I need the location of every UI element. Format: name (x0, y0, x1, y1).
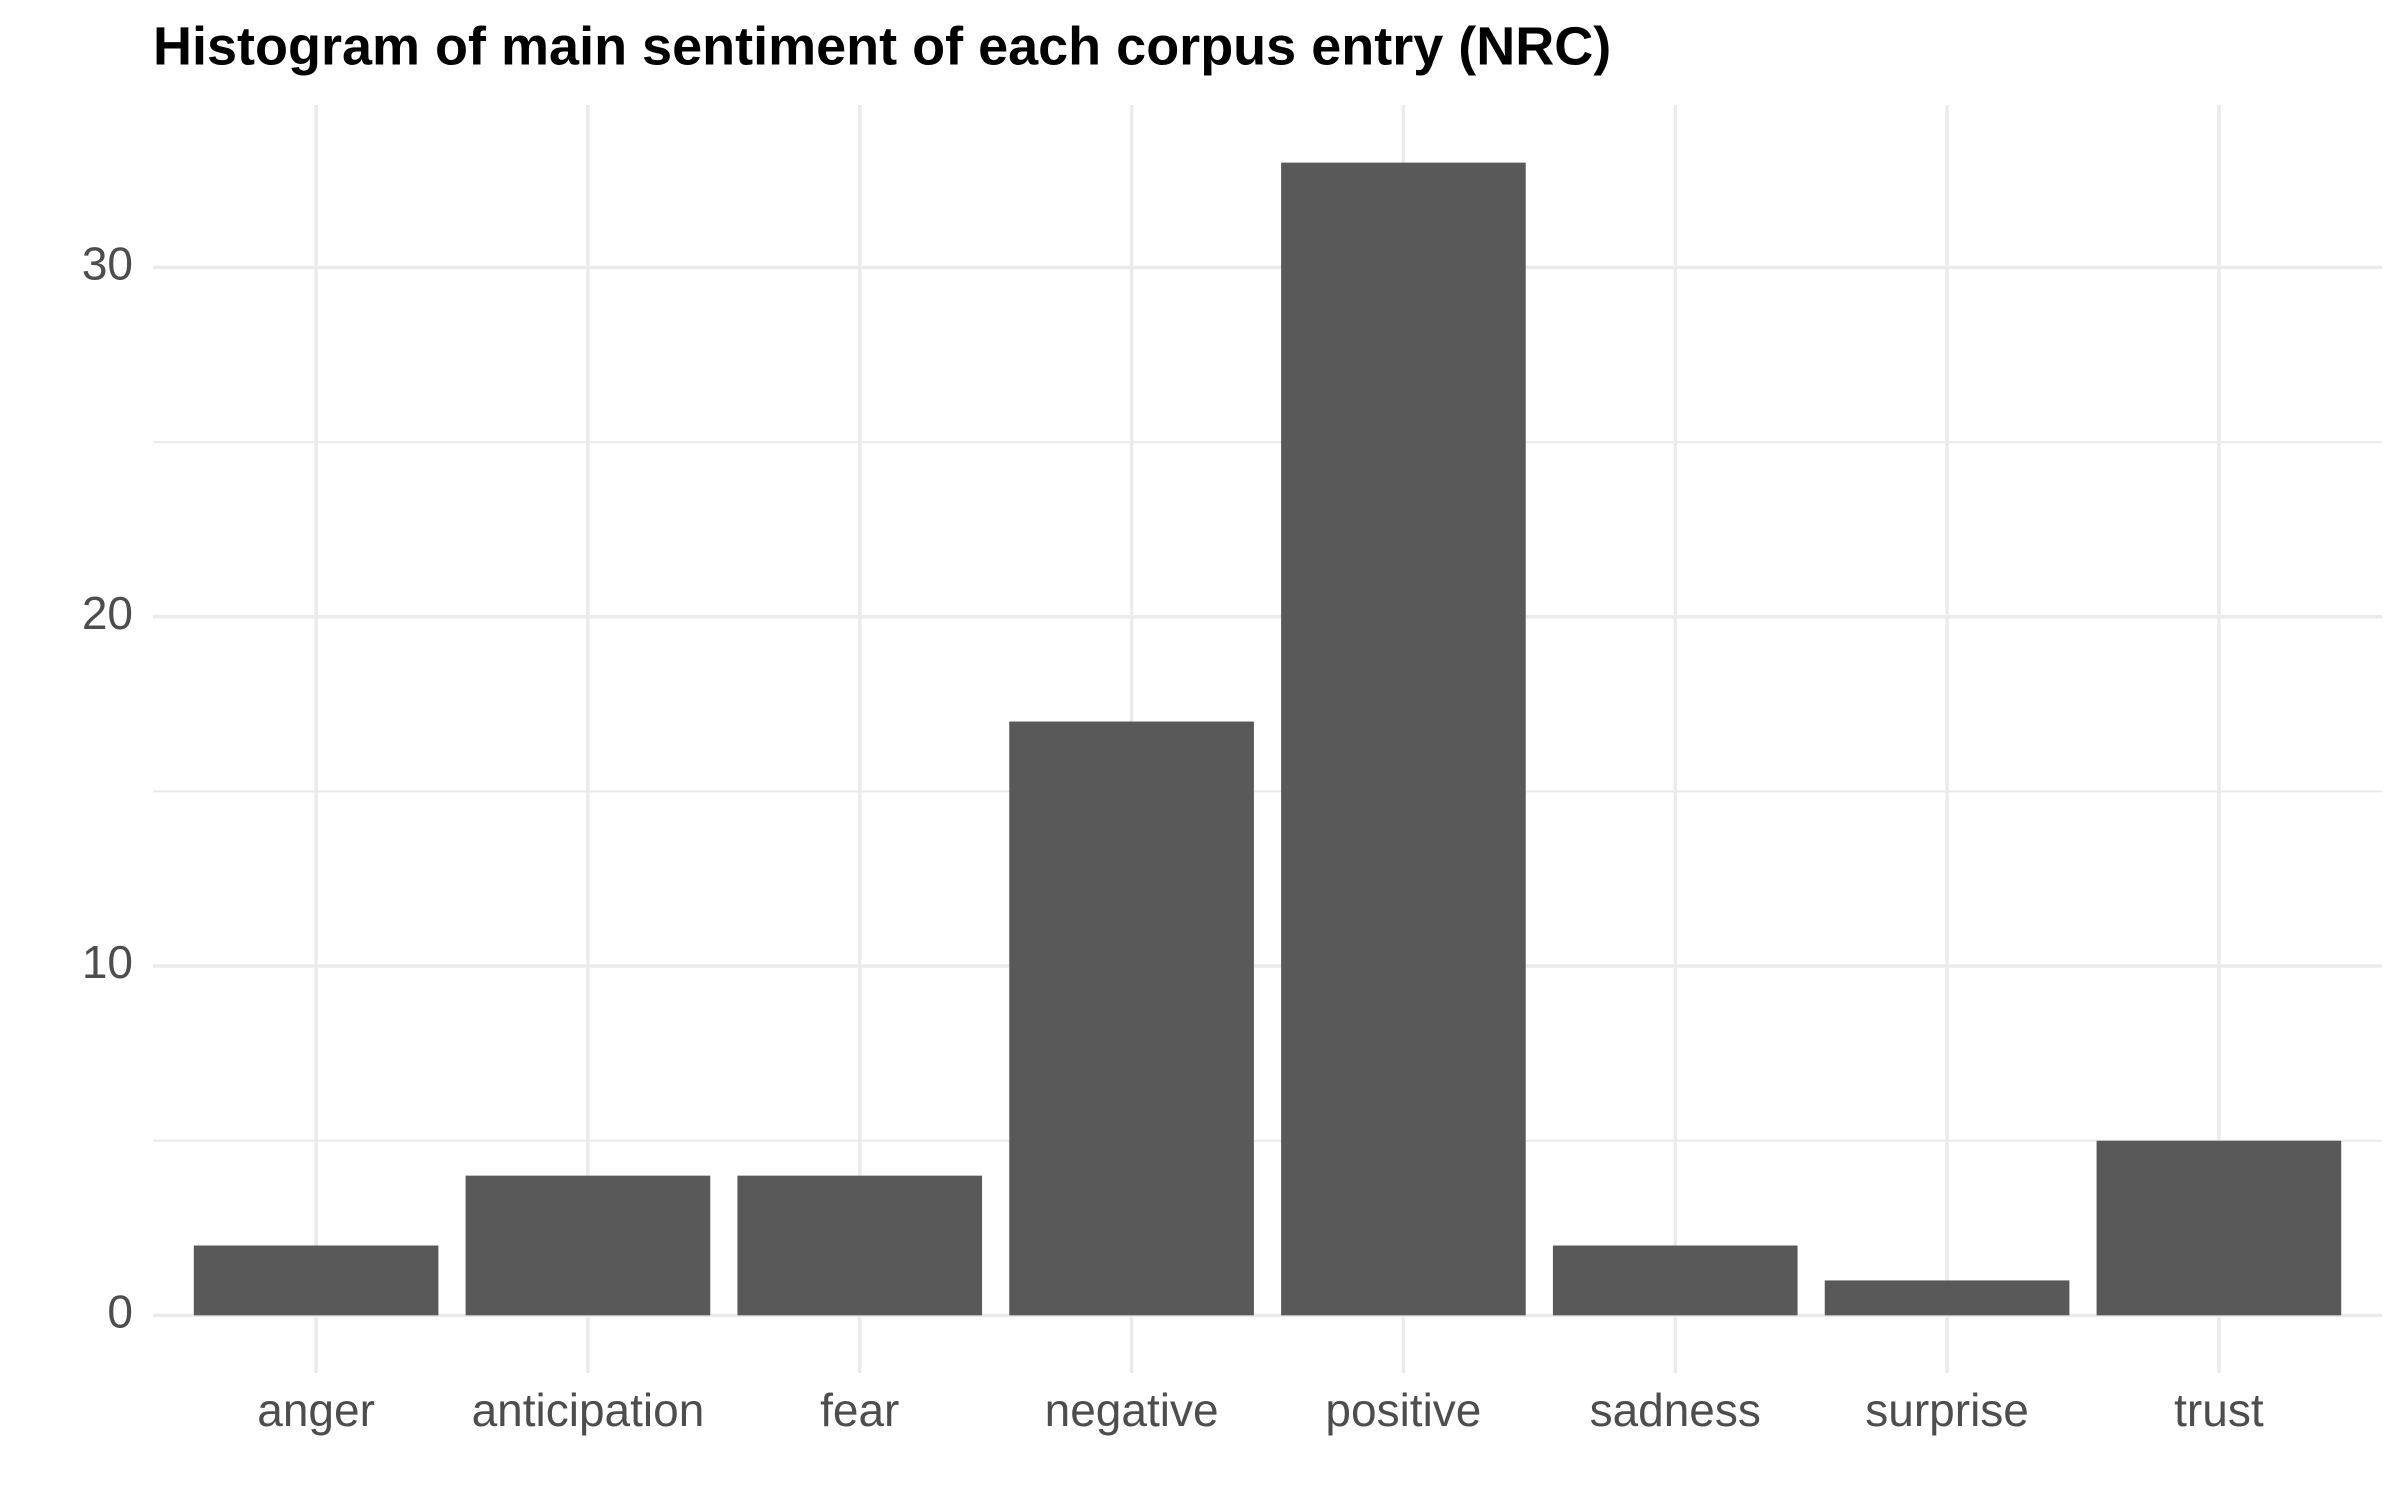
x-tick-label: sadness (1590, 1384, 1761, 1436)
bar (737, 1175, 983, 1316)
x-tick-label: surprise (1865, 1384, 2029, 1436)
chart-title: Histogram of main sentiment of each corp… (153, 16, 1611, 76)
bar (193, 1245, 439, 1316)
x-tick-label: positive (1325, 1384, 1481, 1436)
bar (1824, 1280, 2070, 1316)
bar (1552, 1245, 1798, 1316)
y-tick-label: 0 (107, 1286, 133, 1338)
x-tick-label: negative (1045, 1384, 1219, 1436)
y-tick-label: 10 (82, 936, 133, 988)
bar (465, 1175, 711, 1316)
x-tick-label: trust (2174, 1384, 2264, 1436)
x-tick-label: anger (257, 1384, 375, 1436)
bar (2096, 1140, 2342, 1316)
bar (1281, 162, 1526, 1316)
x-tick-label: anticipation (472, 1384, 705, 1436)
bar (1009, 721, 1254, 1316)
y-tick-label: 30 (82, 238, 133, 290)
y-tick-label: 20 (82, 587, 133, 639)
x-tick-label: fear (820, 1384, 899, 1436)
